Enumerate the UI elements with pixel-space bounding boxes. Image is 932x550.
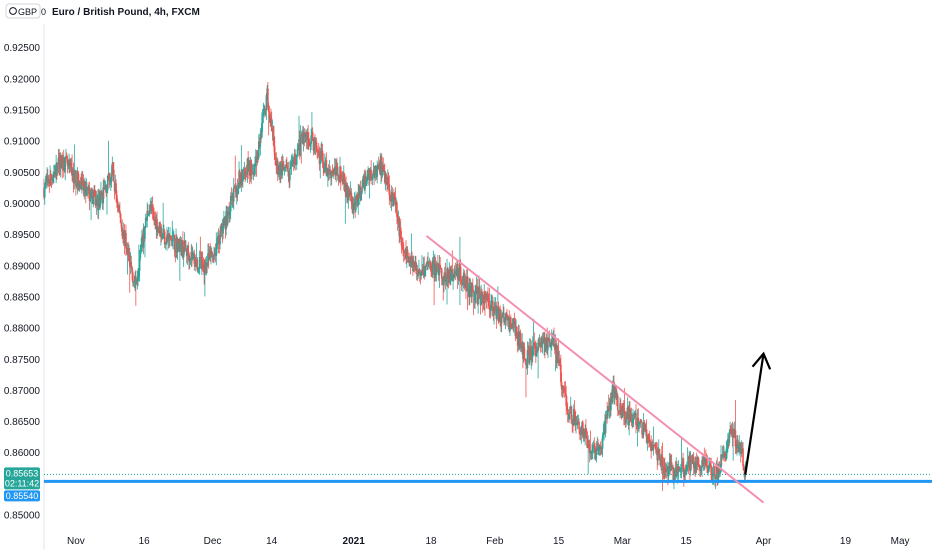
candle-body bbox=[361, 188, 363, 193]
projection-arrow[interactable] bbox=[745, 354, 763, 475]
candle-body bbox=[174, 235, 176, 251]
candle-body bbox=[294, 154, 296, 165]
candle-body bbox=[659, 449, 661, 459]
candle-body bbox=[644, 422, 646, 424]
candle-body bbox=[547, 341, 549, 350]
price-tick-label: 0.89500 bbox=[4, 230, 41, 241]
candle-body bbox=[172, 235, 174, 241]
candle-body bbox=[107, 176, 109, 190]
candle-body bbox=[653, 445, 655, 446]
candle-body bbox=[144, 227, 146, 238]
candle-body bbox=[510, 317, 512, 328]
time-tick-label: 2021 bbox=[343, 536, 366, 547]
chart-title: Euro / British Pound, 4h, FXCM bbox=[52, 7, 200, 18]
candle-body bbox=[75, 170, 77, 186]
price-tick-label: 0.92500 bbox=[4, 43, 41, 54]
candle-body bbox=[617, 396, 619, 411]
candle-body bbox=[132, 273, 134, 283]
candle-body bbox=[130, 262, 132, 267]
current-price-value: 0.85653 bbox=[6, 468, 39, 478]
time-tick-label: 15 bbox=[553, 536, 565, 547]
price-tick-label: 0.92000 bbox=[4, 74, 41, 85]
candle-body bbox=[524, 347, 526, 359]
support-level-value: 0.85540 bbox=[6, 491, 39, 501]
time-tick-label: Mar bbox=[614, 536, 632, 547]
price-axis[interactable]: 0.92500 0.92000 0.91500 0.91000 0.90500 0.900… bbox=[4, 43, 41, 521]
price-tick-label: 0.87000 bbox=[4, 386, 41, 397]
price-tick-label: 0.88500 bbox=[4, 292, 41, 303]
price-tick-label: 0.91000 bbox=[4, 137, 41, 148]
time-tick-label: 18 bbox=[426, 536, 438, 547]
candle-body bbox=[289, 168, 291, 180]
time-tick-label: Apr bbox=[756, 536, 772, 547]
candle-body bbox=[501, 318, 503, 324]
support-level-pill: 0.85540 bbox=[4, 490, 40, 501]
time-tick-label: 15 bbox=[681, 536, 693, 547]
candle-body bbox=[233, 188, 235, 202]
candle-body bbox=[569, 407, 571, 414]
drawing-overlays bbox=[44, 236, 932, 503]
price-tick-label: 0.90500 bbox=[4, 168, 41, 179]
descending-trendline[interactable] bbox=[427, 236, 764, 503]
candle-body bbox=[120, 214, 122, 223]
price-labels: 0.8565302:11:42 0.85540 bbox=[4, 467, 40, 501]
price-tick-label: 0.85000 bbox=[4, 511, 41, 522]
candle-body bbox=[113, 170, 115, 182]
price-tick-label: 0.89000 bbox=[4, 261, 41, 272]
price-tick-label: 0.90000 bbox=[4, 199, 41, 210]
currency-badge-suffix: 0 bbox=[41, 7, 46, 17]
candle-body bbox=[742, 448, 744, 465]
currency-badge: GBP bbox=[18, 7, 37, 17]
time-tick-label: 14 bbox=[266, 536, 278, 547]
time-tick-label: 19 bbox=[840, 536, 852, 547]
time-axis[interactable]: Nov 16 Dec 14 2021 18 Feb 15 Mar 15 Apr 19 May bbox=[67, 536, 910, 547]
candle-body bbox=[348, 188, 350, 190]
bar-countdown: 02:11:42 bbox=[5, 478, 39, 488]
price-tick-label: 0.86500 bbox=[4, 417, 41, 428]
candle-body bbox=[436, 264, 438, 275]
time-tick-label: Nov bbox=[67, 536, 85, 547]
time-tick-label: 16 bbox=[139, 536, 151, 547]
time-tick-label: Dec bbox=[204, 536, 222, 547]
candle-body bbox=[707, 472, 709, 473]
price-tick-label: 0.86000 bbox=[4, 448, 41, 459]
candle-body bbox=[74, 173, 76, 183]
price-tick-label: 0.91500 bbox=[4, 105, 41, 116]
candle-body bbox=[63, 158, 65, 171]
candle-body bbox=[101, 191, 103, 195]
time-tick-label: May bbox=[891, 536, 910, 547]
title-group: GBP 0 Euro / British Pound, 4h, FXCM bbox=[6, 4, 200, 18]
candlestick-series bbox=[43, 82, 746, 491]
time-tick-label: Feb bbox=[486, 536, 504, 547]
price-tick-label: 0.88000 bbox=[4, 324, 41, 335]
price-tick-label: 0.87500 bbox=[4, 355, 41, 366]
